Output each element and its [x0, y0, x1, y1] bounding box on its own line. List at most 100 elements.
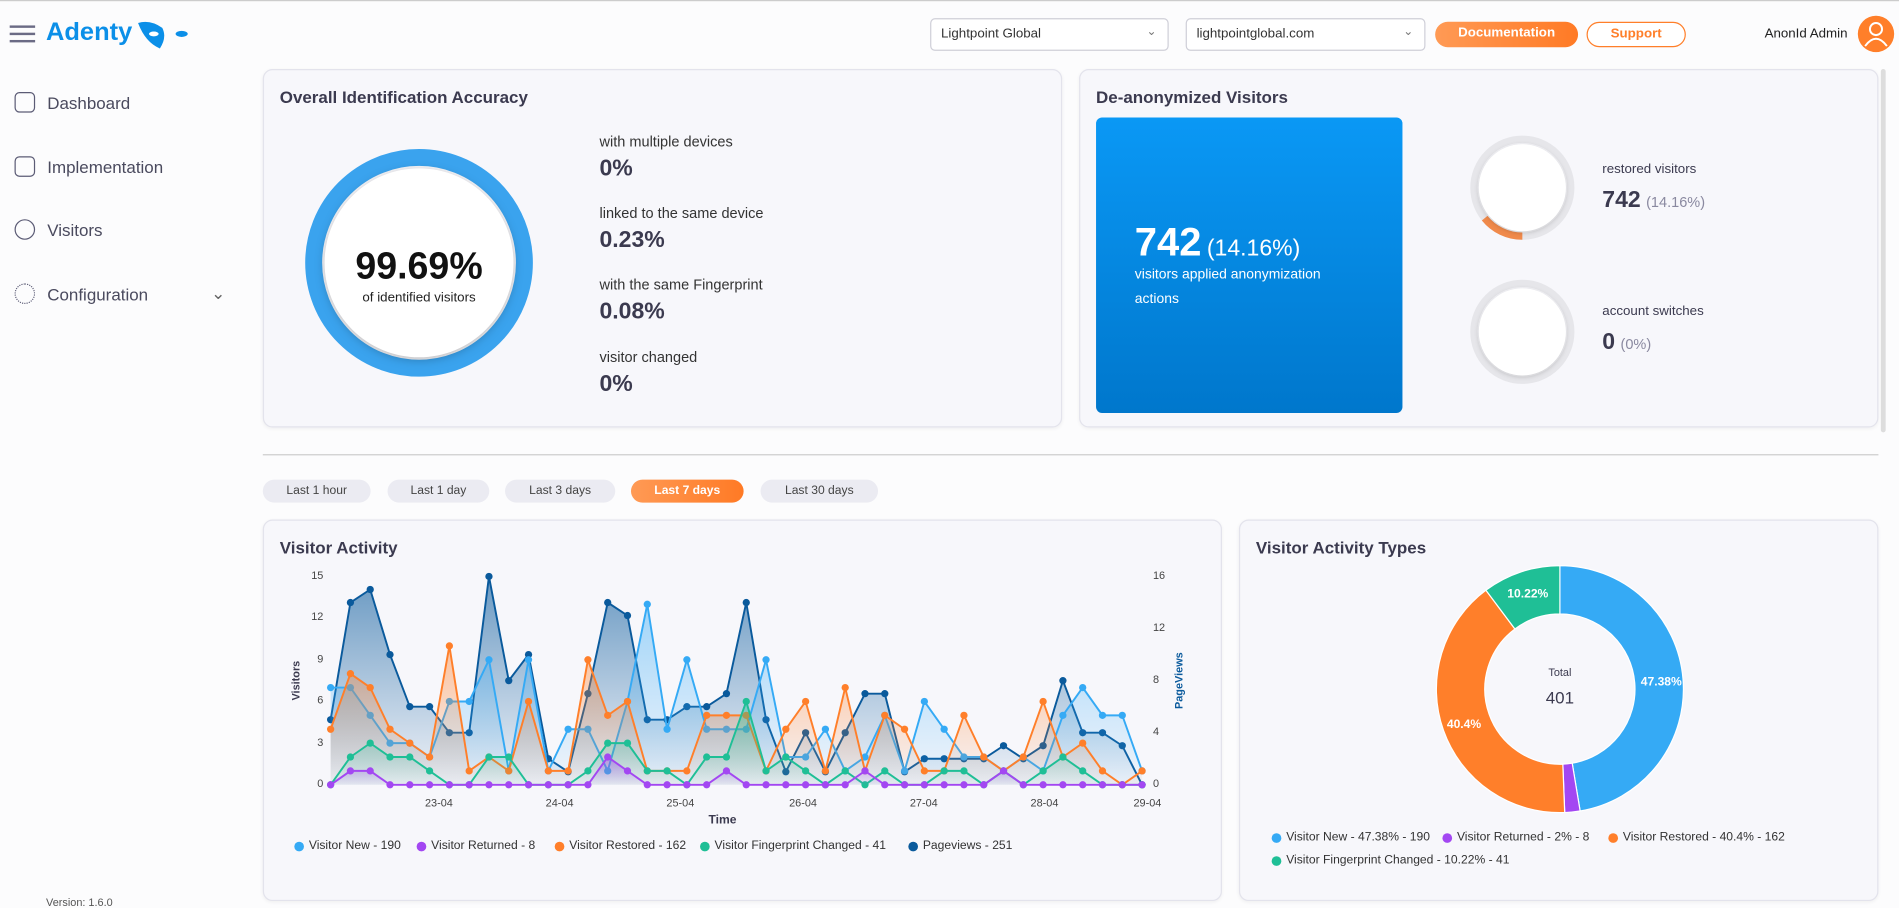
data-point[interactable]: [604, 598, 612, 607]
data-point[interactable]: [1098, 781, 1107, 789]
data-point[interactable]: [584, 656, 592, 664]
donut-slice[interactable]: [1559, 564, 1685, 812]
data-point[interactable]: [900, 781, 909, 789]
data-point[interactable]: [386, 725, 394, 733]
data-point[interactable]: [762, 781, 770, 789]
data-point[interactable]: [564, 767, 572, 775]
range-last-7-days[interactable]: Last 7 days: [630, 479, 744, 503]
sidebar-item-visitors[interactable]: Visitors: [14, 219, 103, 240]
data-point[interactable]: [1019, 781, 1027, 789]
data-point[interactable]: [841, 767, 849, 775]
data-point[interactable]: [881, 767, 889, 775]
sidebar-item-dashboard[interactable]: Dashboard: [14, 92, 130, 113]
data-point[interactable]: [1019, 753, 1027, 761]
data-point[interactable]: [1079, 739, 1087, 747]
data-point[interactable]: [881, 711, 889, 719]
data-point[interactable]: [920, 781, 928, 789]
data-point[interactable]: [999, 767, 1008, 775]
data-point[interactable]: [742, 598, 750, 607]
data-point[interactable]: [1039, 767, 1047, 775]
data-point[interactable]: [742, 781, 750, 789]
data-point[interactable]: [544, 767, 552, 775]
data-point[interactable]: [703, 781, 711, 789]
data-point[interactable]: [326, 725, 335, 733]
range-last-30-days[interactable]: Last 30 days: [760, 479, 879, 503]
donut-slice[interactable]: [1485, 564, 1561, 630]
data-point[interactable]: [1059, 781, 1067, 789]
data-point[interactable]: [564, 725, 572, 733]
range-last-3-days[interactable]: Last 3 days: [505, 479, 616, 503]
data-point[interactable]: [881, 781, 889, 789]
data-point[interactable]: [960, 711, 968, 719]
legend-visitor-restored[interactable]: Visitor Restored - 40.4% - 162: [1608, 831, 1785, 844]
data-point[interactable]: [683, 781, 691, 789]
data-point[interactable]: [604, 753, 612, 761]
documentation-button[interactable]: Documentation: [1435, 21, 1579, 48]
data-point[interactable]: [683, 656, 691, 664]
data-point[interactable]: [742, 697, 750, 706]
data-point[interactable]: [722, 690, 731, 698]
data-point[interactable]: [1039, 781, 1047, 789]
data-point[interactable]: [346, 598, 355, 607]
avatar[interactable]: [1857, 15, 1895, 53]
data-point[interactable]: [900, 725, 909, 733]
data-point[interactable]: [999, 742, 1008, 750]
legend-fingerprint-changed[interactable]: Visitor Fingerprint Changed - 41: [700, 839, 886, 853]
data-point[interactable]: [386, 781, 394, 789]
data-point[interactable]: [940, 767, 948, 775]
data-point[interactable]: [386, 753, 394, 761]
data-point[interactable]: [1039, 697, 1047, 706]
data-point[interactable]: [425, 767, 434, 775]
data-point[interactable]: [841, 683, 849, 692]
data-point[interactable]: [663, 767, 671, 775]
data-point[interactable]: [1079, 767, 1087, 775]
data-point[interactable]: [524, 650, 533, 659]
legend-visitor-returned[interactable]: Visitor Returned - 8: [416, 839, 535, 853]
data-point[interactable]: [920, 767, 928, 775]
data-point[interactable]: [584, 781, 592, 789]
brand-logo[interactable]: Adenty: [46, 18, 133, 47]
data-point[interactable]: [762, 767, 770, 775]
data-point[interactable]: [782, 753, 790, 761]
data-point[interactable]: [643, 767, 651, 775]
data-point[interactable]: [445, 642, 454, 650]
data-point[interactable]: [406, 781, 414, 789]
data-point[interactable]: [346, 767, 355, 775]
data-point[interactable]: [1059, 711, 1067, 719]
data-point[interactable]: [861, 767, 869, 775]
data-point[interactable]: [663, 725, 671, 733]
data-point[interactable]: [1138, 767, 1146, 775]
data-point[interactable]: [643, 781, 651, 789]
legend-pageviews[interactable]: Pageviews - 251: [908, 839, 1012, 853]
data-point[interactable]: [366, 767, 374, 775]
data-point[interactable]: [623, 697, 632, 706]
data-point[interactable]: [1118, 711, 1126, 719]
data-point[interactable]: [485, 656, 493, 664]
data-point[interactable]: [485, 572, 493, 581]
data-point[interactable]: [762, 656, 770, 664]
data-point[interactable]: [703, 711, 711, 719]
data-point[interactable]: [425, 703, 434, 711]
data-point[interactable]: [722, 753, 731, 761]
legend-fingerprint-changed[interactable]: Visitor Fingerprint Changed - 10.22% - 4…: [1271, 854, 1509, 867]
data-point[interactable]: [1059, 753, 1067, 761]
domain-select[interactable]: lightpointglobal.com ⌄: [1185, 18, 1426, 51]
legend-visitor-returned[interactable]: Visitor Returned - 2% - 8: [1442, 831, 1589, 844]
data-point[interactable]: [683, 767, 691, 775]
data-point[interactable]: [346, 753, 355, 761]
organization-select[interactable]: Lightpoint Global ⌄: [930, 18, 1169, 51]
data-point[interactable]: [821, 767, 830, 775]
data-point[interactable]: [366, 739, 374, 747]
legend-visitor-restored[interactable]: Visitor Restored - 162: [554, 839, 686, 853]
data-point[interactable]: [663, 781, 671, 789]
data-point[interactable]: [505, 677, 513, 685]
data-point[interactable]: [544, 781, 552, 789]
data-point[interactable]: [326, 781, 335, 789]
data-point[interactable]: [782, 781, 790, 789]
data-point[interactable]: [386, 650, 394, 659]
data-point[interactable]: [801, 767, 810, 775]
data-point[interactable]: [524, 697, 533, 706]
data-point[interactable]: [406, 739, 414, 747]
data-point[interactable]: [841, 781, 849, 789]
data-point[interactable]: [1079, 781, 1087, 789]
